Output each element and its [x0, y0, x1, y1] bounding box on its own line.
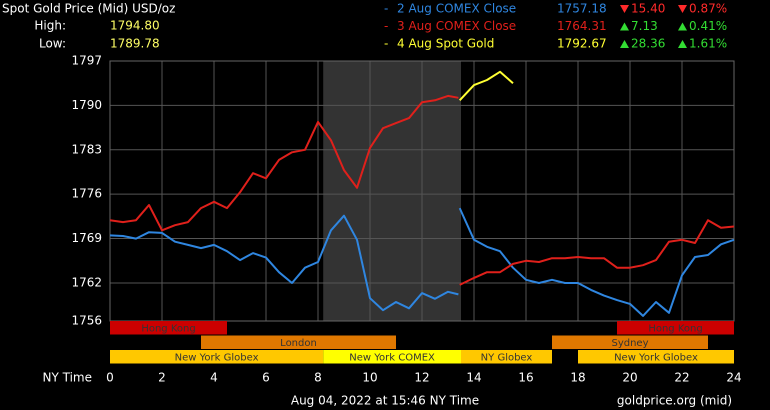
legend-dash: -	[384, 37, 388, 51]
legend-change: 7.13	[631, 19, 658, 33]
low-label: Low:	[39, 37, 66, 51]
legend-dash: -	[384, 19, 388, 33]
session-bar	[110, 350, 324, 364]
x-tick-label: 24	[726, 371, 741, 385]
legend-close: 1764.31	[557, 19, 607, 33]
x-tick-label: 18	[570, 371, 585, 385]
session-bar	[578, 350, 734, 364]
legend-change: 15.40	[631, 2, 665, 16]
high-label: High:	[34, 19, 66, 33]
session-bar	[201, 335, 396, 349]
session-label: Hong Kong	[648, 323, 702, 334]
x-tick-label: 0	[106, 371, 114, 385]
y-tick-label: 1762	[71, 275, 102, 289]
plot-border	[109, 60, 735, 322]
change-arrow	[620, 22, 629, 31]
series-line	[458, 70, 514, 101]
legend-name: 3 Aug COMEX Close	[397, 19, 516, 33]
x-axis-label: NY Time	[43, 371, 93, 385]
y-tick-label: 1776	[71, 187, 102, 201]
legend-change: 1.61%	[689, 37, 727, 51]
legend-name: 2 Aug COMEX Close	[397, 2, 516, 16]
x-tick-label: 4	[210, 371, 218, 385]
series-line	[109, 207, 735, 317]
legend-close: 1757.18	[557, 2, 607, 16]
legend-close: 1792.67	[557, 37, 607, 51]
low-value: 1789.78	[110, 37, 160, 51]
high-value: 1794.80	[110, 19, 160, 33]
session-label: Sydney	[611, 338, 648, 349]
change-arrow	[678, 22, 687, 31]
x-tick-label: 8	[314, 371, 322, 385]
y-tick-label: 1769	[71, 231, 102, 245]
x-tick-label: 22	[674, 371, 689, 385]
y-tick-label: 1790	[71, 98, 102, 112]
change-arrow	[620, 40, 629, 48]
session-label: NY Globex	[481, 352, 533, 363]
y-tick-label: 1783	[71, 142, 102, 156]
legend-name: 4 Aug Spot Gold	[397, 37, 494, 51]
session-label: New York Globex	[614, 352, 698, 363]
session-label: London	[280, 338, 317, 349]
y-tick-label: 1756	[71, 314, 102, 328]
timestamp: Aug 04, 2022 at 15:46 NY Time	[291, 394, 479, 408]
x-tick-label: 16	[518, 371, 533, 385]
session-bar	[461, 350, 552, 364]
session-label: New York COMEX	[349, 352, 435, 363]
session-label: New York Globex	[175, 352, 259, 363]
x-tick-label: 2	[158, 371, 166, 385]
series-line	[109, 94, 735, 286]
change-arrow	[678, 5, 687, 13]
legend-dash: -	[384, 2, 388, 16]
session-bar	[552, 335, 708, 349]
y-tick-label: 1797	[71, 54, 102, 68]
session-label: Hong Kong	[141, 323, 195, 334]
session-bar	[617, 321, 734, 335]
legend-change: 28.36	[631, 37, 665, 51]
change-arrow	[620, 5, 629, 13]
session-bar	[110, 321, 227, 335]
x-tick-label: 12	[414, 371, 429, 385]
x-tick-label: 6	[262, 371, 270, 385]
source: goldprice.org (mid)	[617, 394, 732, 408]
x-tick-label: 20	[622, 371, 637, 385]
change-arrow	[678, 40, 687, 48]
legend-change: 0.87%	[689, 2, 727, 16]
x-tick-label: 14	[466, 371, 481, 385]
session-bar	[323, 350, 461, 364]
chart-title: Spot Gold Price (Mid) USD/oz	[2, 2, 175, 16]
session-shade	[323, 61, 461, 321]
legend-change: 0.41%	[689, 19, 727, 33]
x-tick-label: 10	[362, 371, 377, 385]
